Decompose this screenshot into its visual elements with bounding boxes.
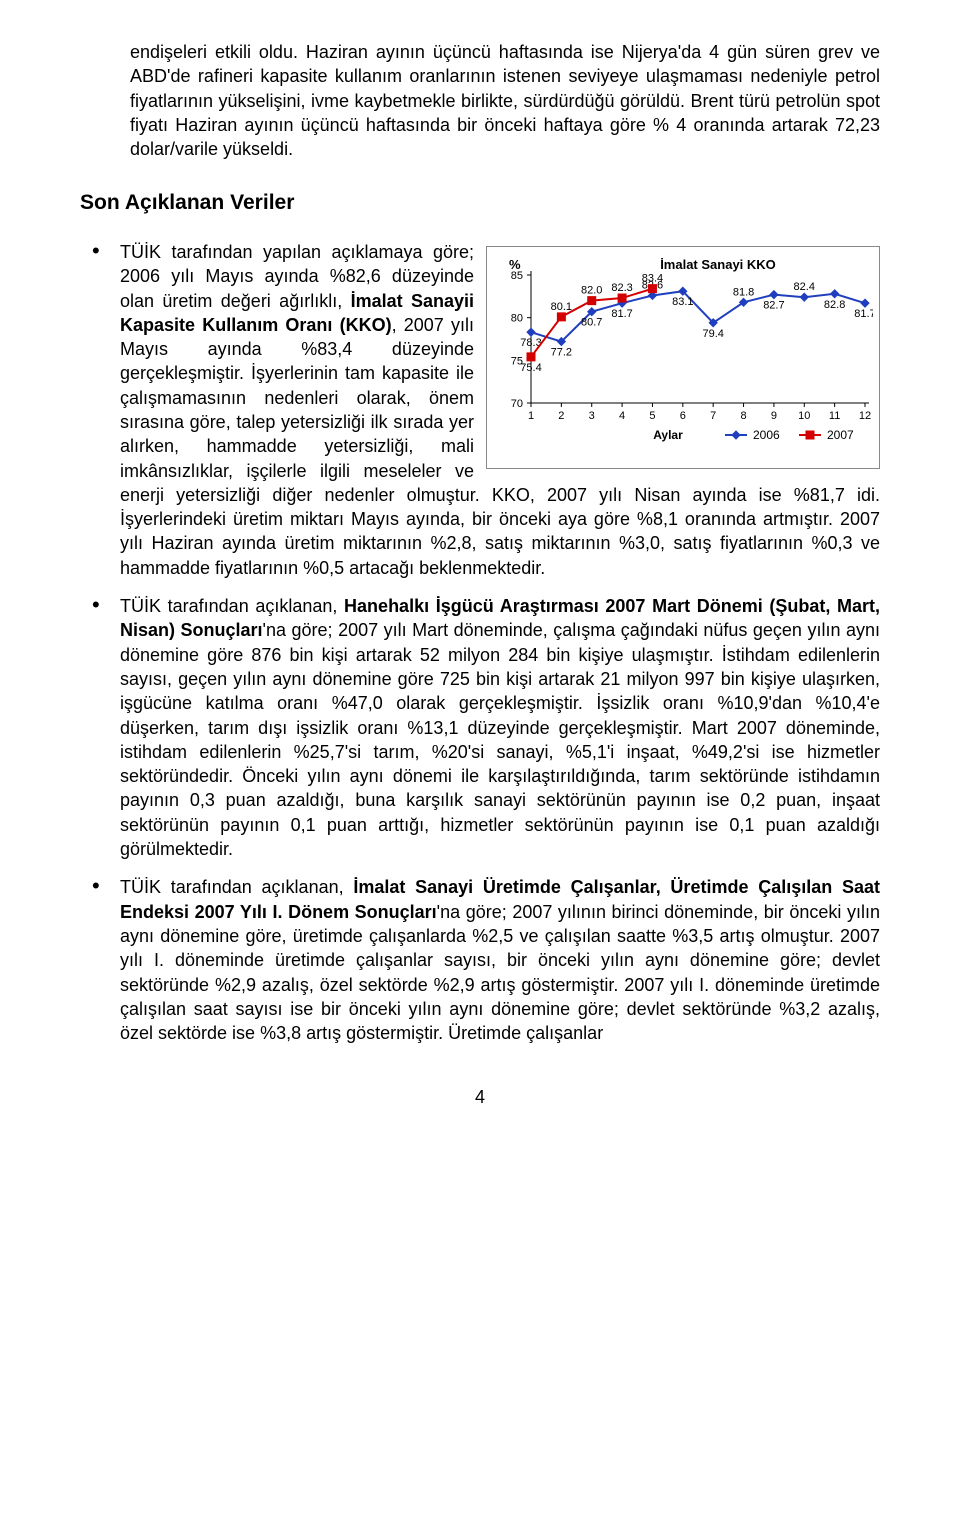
bullet-list: %İmalat Sanayi KKO7075808512345678910111…: [80, 240, 880, 1046]
svg-text:85: 85: [511, 270, 523, 282]
svg-text:77.2: 77.2: [551, 346, 572, 358]
svg-text:70: 70: [511, 398, 523, 410]
bullet2-text-post: 'na göre; 2007 yılı Mart döneminde, çalı…: [120, 620, 880, 859]
list-item: %İmalat Sanayi KKO7075808512345678910111…: [80, 240, 880, 580]
svg-text:Aylar: Aylar: [653, 428, 683, 442]
svg-text:82.4: 82.4: [794, 281, 815, 293]
svg-text:81.7: 81.7: [611, 308, 632, 320]
svg-text:80.1: 80.1: [551, 301, 572, 313]
svg-text:81.7: 81.7: [854, 308, 873, 320]
svg-text:9: 9: [771, 410, 777, 422]
svg-text:2006: 2006: [753, 428, 780, 442]
svg-text:2: 2: [558, 410, 564, 422]
svg-text:83.1: 83.1: [672, 296, 693, 308]
svg-text:7: 7: [710, 410, 716, 422]
svg-text:8: 8: [740, 410, 746, 422]
svg-text:83.4: 83.4: [642, 273, 663, 285]
svg-text:82.3: 82.3: [611, 282, 632, 294]
svg-text:79.4: 79.4: [702, 328, 723, 340]
intro-paragraph: endişeleri etkili oldu. Haziran ayının ü…: [80, 40, 880, 161]
section-title: Son Açıklanan Veriler: [80, 189, 880, 217]
svg-text:1: 1: [528, 410, 534, 422]
svg-text:80.7: 80.7: [581, 317, 602, 329]
svg-text:11: 11: [829, 410, 840, 422]
svg-text:82.8: 82.8: [824, 299, 845, 311]
svg-text:75.4: 75.4: [520, 362, 541, 374]
svg-text:5: 5: [649, 410, 655, 422]
svg-text:4: 4: [619, 410, 625, 422]
list-item: TÜİK tarafından açıklanan, Hanehalkı İşg…: [80, 594, 880, 861]
svg-text:3: 3: [589, 410, 595, 422]
svg-text:6: 6: [680, 410, 686, 422]
kko-chart-svg: %İmalat Sanayi KKO7075808512345678910111…: [493, 253, 873, 458]
bullet2-text-pre: TÜİK tarafından açıklanan,: [120, 596, 344, 616]
kko-chart-container: %İmalat Sanayi KKO7075808512345678910111…: [486, 246, 880, 469]
list-item: TÜİK tarafından açıklanan, İmalat Sanayi…: [80, 875, 880, 1045]
kko-chart: %İmalat Sanayi KKO7075808512345678910111…: [486, 246, 880, 469]
bullet3-text-pre: TÜİK tarafından açıklanan,: [120, 877, 353, 897]
svg-text:82.7: 82.7: [763, 300, 784, 312]
svg-text:81.8: 81.8: [733, 286, 754, 298]
svg-text:80: 80: [511, 313, 523, 325]
svg-text:82.0: 82.0: [581, 285, 602, 297]
svg-text:2007: 2007: [827, 428, 854, 442]
svg-text:10: 10: [798, 410, 810, 422]
bullet3-text-post: 'na göre; 2007 yılının birinci döneminde…: [120, 902, 880, 1043]
svg-text:12: 12: [859, 410, 871, 422]
page-number: 4: [80, 1085, 880, 1109]
svg-text:İmalat Sanayi KKO: İmalat Sanayi KKO: [660, 257, 776, 272]
